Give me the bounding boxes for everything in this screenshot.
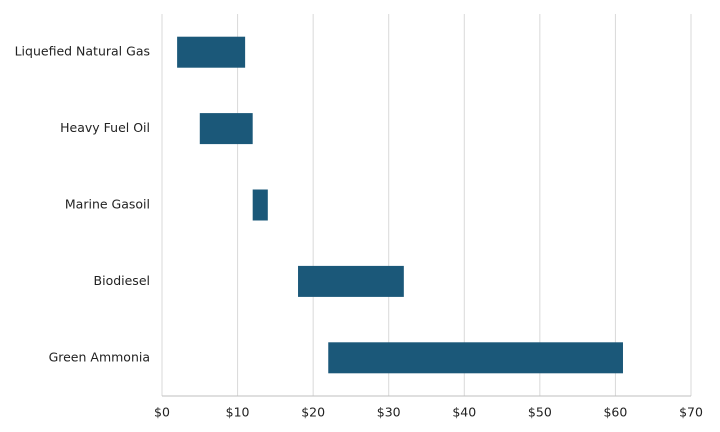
x-tick-label: $40 xyxy=(452,405,476,420)
y-tick-label: Green Ammonia xyxy=(49,349,150,364)
y-tick-label: Liquefied Natural Gas xyxy=(15,44,150,59)
bar xyxy=(252,189,268,221)
x-tick-label: $10 xyxy=(226,405,250,420)
bar xyxy=(177,36,246,68)
x-tick-label: $70 xyxy=(679,405,703,420)
x-tick-label: $0 xyxy=(154,405,170,420)
bar xyxy=(199,113,253,145)
x-tick-label: $60 xyxy=(603,405,627,420)
bar xyxy=(328,342,623,374)
x-tick-label: $20 xyxy=(301,405,325,420)
y-tick-label: Biodiesel xyxy=(94,273,150,288)
y-tick-label: Heavy Fuel Oil xyxy=(60,120,150,135)
y-tick-label: Marine Gasoil xyxy=(65,197,150,212)
x-tick-label: $50 xyxy=(528,405,552,420)
bar xyxy=(298,265,404,297)
x-tick-label: $30 xyxy=(377,405,401,420)
